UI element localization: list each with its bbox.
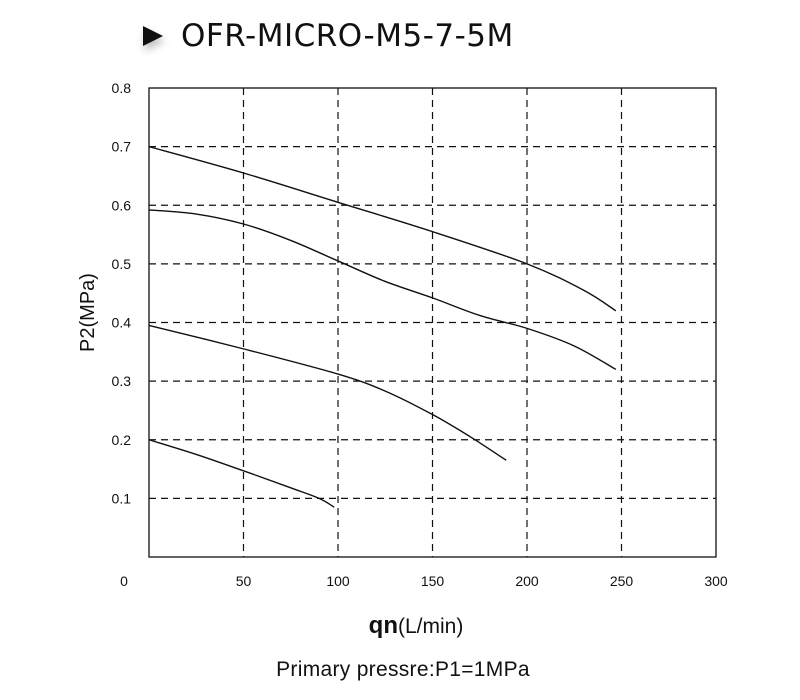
play-arrow-icon — [143, 26, 163, 46]
x-tick-label: 200 — [515, 573, 539, 589]
chart-title-block: OFR-MICRO-M5-7-5M — [143, 14, 514, 58]
series-line-3 — [148, 324, 507, 461]
x-tick-label: 0 — [120, 573, 128, 589]
x-tick-label: 100 — [326, 573, 350, 589]
x-tick-label: 250 — [610, 573, 634, 589]
chart-title: OFR-MICRO-M5-7-5M — [181, 18, 514, 54]
y-tick-label: 0.3 — [112, 373, 132, 389]
y-tick-label: 0.2 — [112, 432, 132, 448]
series-line-2 — [148, 209, 617, 371]
series-line-1 — [148, 145, 617, 312]
y-tick-label: 0.6 — [112, 197, 132, 213]
y-tick-label: 0.1 — [112, 490, 132, 506]
y-tick-labels: 0.1 0.2 0.3 0.4 0.5 0.6 0.7 0.8 — [112, 80, 132, 506]
series-line-4 — [148, 439, 335, 508]
y-axis-label: P2(MPa) — [77, 273, 99, 352]
y-tick-label: 0.4 — [112, 315, 132, 331]
x-tick-label: 300 — [704, 573, 728, 589]
series-lines — [148, 145, 617, 508]
grid-lines — [149, 88, 716, 557]
plot-frame — [148, 87, 717, 558]
primary-pressure-note: Primary pressre:P1=1MPa — [276, 658, 530, 681]
y-tick-label: 0.7 — [112, 139, 132, 155]
x-axis-label: qn(L/min) — [0, 612, 800, 640]
x-axis-label-unit: (L/min) — [397, 615, 464, 638]
x-tick-labels: 0 50 100 150 200 250 300 — [120, 573, 728, 589]
y-tick-label: 0.8 — [112, 80, 132, 96]
x-tick-label: 150 — [421, 573, 445, 589]
y-tick-label: 0.5 — [112, 256, 132, 272]
x-axis-label-symbol: qn — [368, 612, 398, 639]
x-tick-label: 50 — [236, 573, 252, 589]
